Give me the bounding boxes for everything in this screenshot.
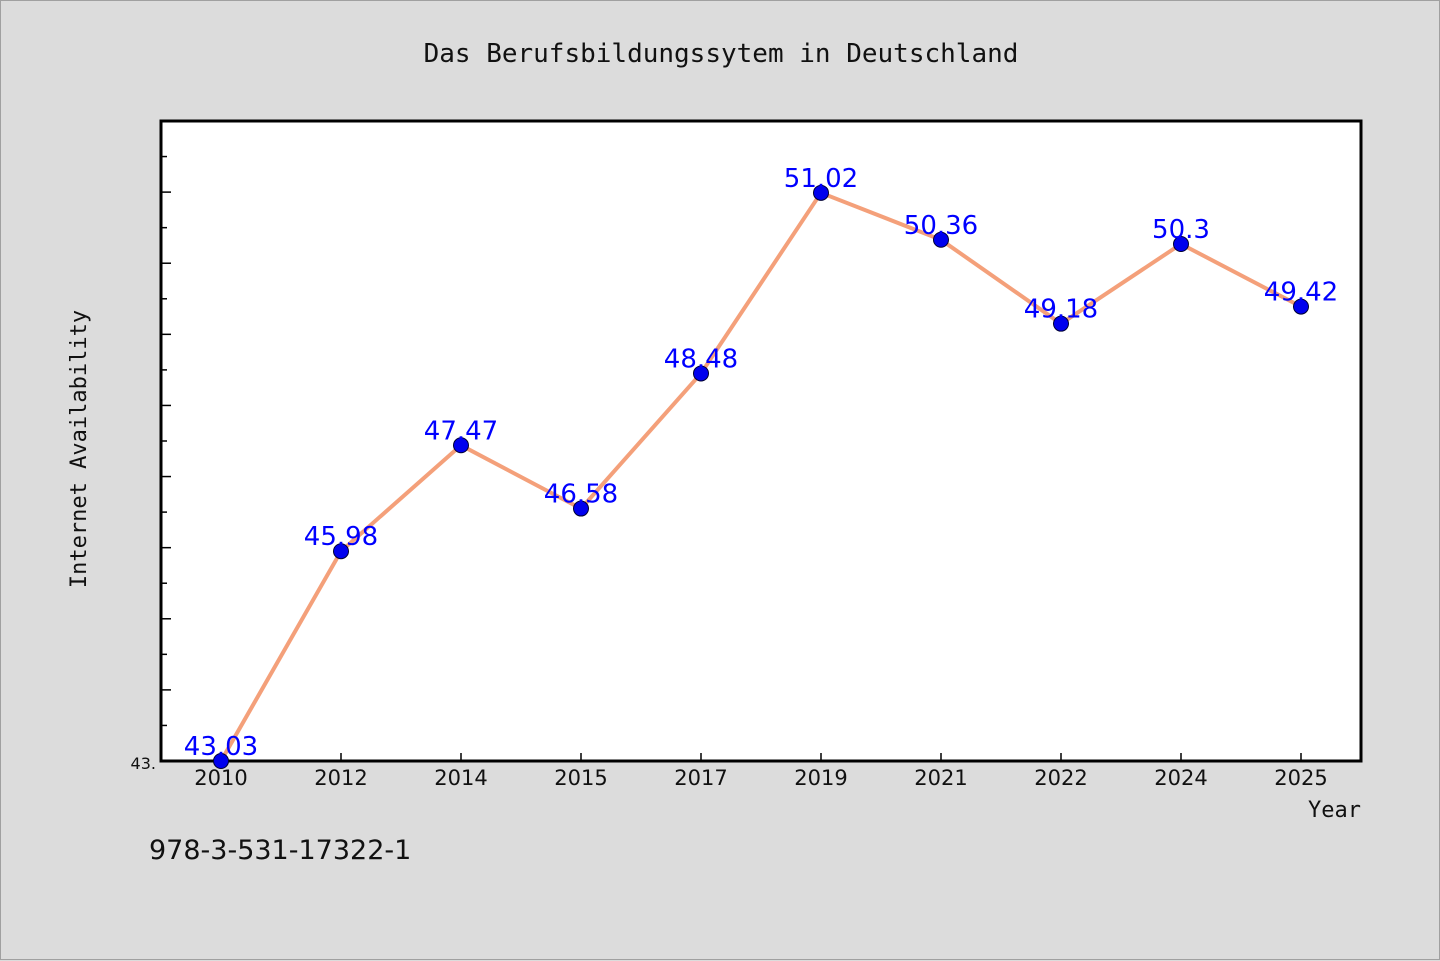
x-tick-label: 2010	[194, 766, 247, 790]
plot-area	[159, 119, 1363, 763]
data-point	[1173, 236, 1189, 253]
series-markers	[213, 184, 1309, 769]
data-label: 49.42	[1264, 278, 1338, 308]
data-point	[1053, 315, 1069, 332]
data-label: 43.03	[184, 732, 258, 762]
data-label: 50.36	[904, 211, 978, 241]
data-label: 45.98	[304, 522, 378, 552]
data-point	[933, 231, 949, 248]
x-tick-label: 2019	[794, 766, 847, 790]
data-point	[453, 437, 469, 454]
data-point	[573, 500, 589, 517]
data-point	[693, 365, 709, 382]
data-point	[213, 753, 229, 769]
chart-title: Das Berufsbildungssytem in Deutschland	[424, 39, 1019, 69]
x-axis-ticks: 2010 2012 2014 2015 2017 2019 2021 2022 2024 2025	[194, 753, 1328, 790]
x-tick-label: 2021	[914, 766, 967, 790]
x-axis-label: Year	[1308, 798, 1361, 823]
x-tick-label: 2012	[314, 766, 367, 790]
data-label: 49.18	[1024, 295, 1098, 325]
data-label: 51.02	[784, 164, 858, 194]
data-labels: 43.03 45.98 47.47 46.58 48.48 51.02 50.36 49.18…	[184, 164, 1338, 762]
series-line	[219, 190, 1302, 762]
data-label: 46.58	[544, 480, 618, 510]
data-label: 47.47	[424, 416, 498, 446]
data-point	[333, 543, 349, 560]
data-label: 48.48	[664, 344, 738, 374]
x-tick-label: 2022	[1034, 766, 1087, 790]
x-tick-label: 2014	[434, 766, 487, 790]
data-label: 50.3	[1152, 215, 1210, 245]
y-axis-ticks	[161, 155, 171, 727]
isbn-text: 978-3-531-17322-1	[149, 835, 412, 866]
data-point	[1293, 298, 1309, 315]
x-tick-label: 2017	[674, 766, 727, 790]
x-tick-label: 2024	[1154, 766, 1207, 790]
data-point	[813, 184, 829, 201]
x-tick-label: 2015	[554, 766, 607, 790]
x-tick-label: 2025	[1274, 766, 1327, 790]
y-tick-label: 43.	[131, 754, 156, 773]
y-axis-label: Internet Availability	[67, 310, 92, 588]
